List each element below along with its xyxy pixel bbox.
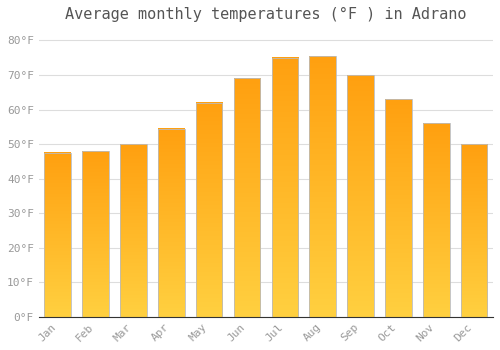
Bar <box>423 123 450 317</box>
Bar <box>82 151 109 317</box>
Bar <box>234 78 260 317</box>
Bar <box>158 128 184 317</box>
Bar <box>120 144 146 317</box>
Bar <box>272 58 298 317</box>
Bar <box>196 103 222 317</box>
Bar <box>44 153 71 317</box>
Bar <box>385 99 411 317</box>
Bar <box>461 144 487 317</box>
Bar <box>310 56 336 317</box>
Bar <box>348 75 374 317</box>
Title: Average monthly temperatures (°F ) in Adrano: Average monthly temperatures (°F ) in Ad… <box>65 7 466 22</box>
